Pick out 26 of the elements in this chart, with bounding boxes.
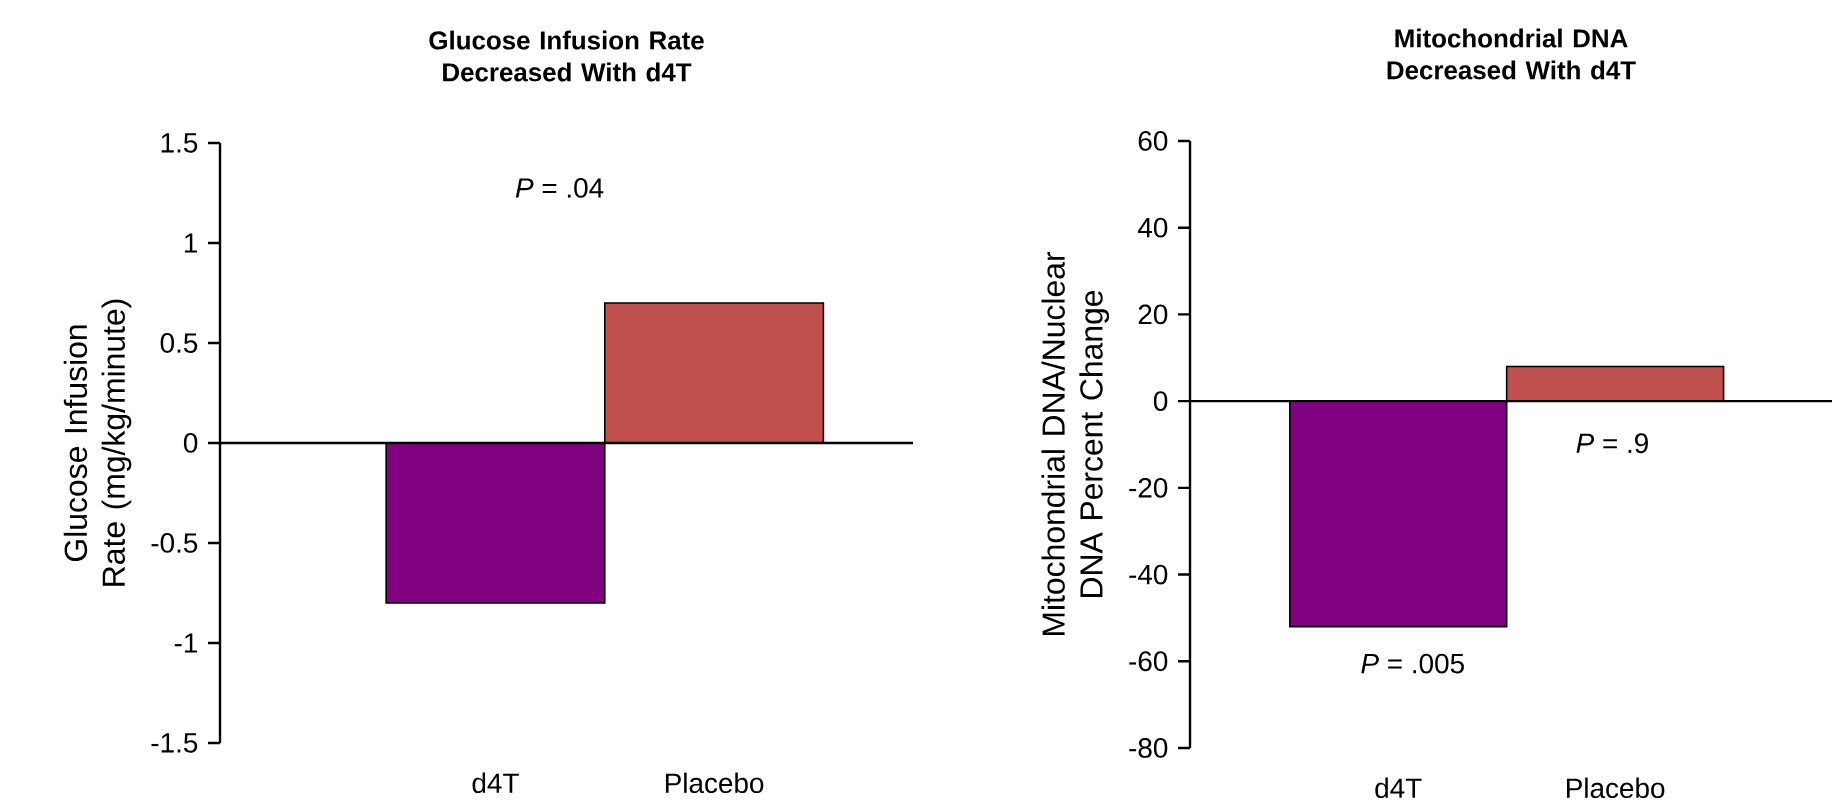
- y-tick-label: -0.5: [151, 532, 198, 553]
- y-tick-label: -20: [1129, 477, 1168, 498]
- annotation: P = .005: [1361, 653, 1464, 674]
- y-tick-label: 1: [184, 233, 197, 253]
- chart-title: Mitochondrial DNA Decreased With d4T: [1387, 28, 1636, 80]
- chart-title: Glucose Infusion Rate Decreased With d4T: [429, 30, 704, 82]
- x-tick-label: Placebo: [1567, 777, 1665, 798]
- y-tick-label: -60: [1129, 651, 1168, 671]
- y-axis-title: Glucose Infusion Rate (mg/kg/minute): [63, 299, 132, 586]
- x-tick-label: d4T: [1375, 777, 1422, 798]
- y-tick-label: 0: [183, 432, 198, 453]
- y-tick-label: -40: [1129, 564, 1168, 585]
- x-tick-label: Placebo: [665, 772, 764, 793]
- y-tick-label: 60: [1138, 130, 1168, 151]
- x-tick-label: d4T: [472, 772, 519, 793]
- y-tick-label: -80: [1129, 737, 1168, 758]
- y-tick-label: 20: [1138, 304, 1168, 325]
- y-tick-label: 40: [1137, 217, 1168, 238]
- annotation: P = .04: [515, 177, 604, 198]
- y-tick-label: 1.5: [161, 133, 198, 153]
- annotation: P = .9: [1576, 433, 1648, 453]
- y-axis-title: Mitochondrial DNA/Nuclear DNA Percent Change: [1041, 251, 1110, 635]
- y-tick-label: 0.5: [160, 332, 198, 353]
- y-tick-label: 0: [1153, 391, 1168, 411]
- y-tick-label: -1.5: [151, 733, 198, 753]
- y-tick-label: -1: [174, 633, 197, 653]
